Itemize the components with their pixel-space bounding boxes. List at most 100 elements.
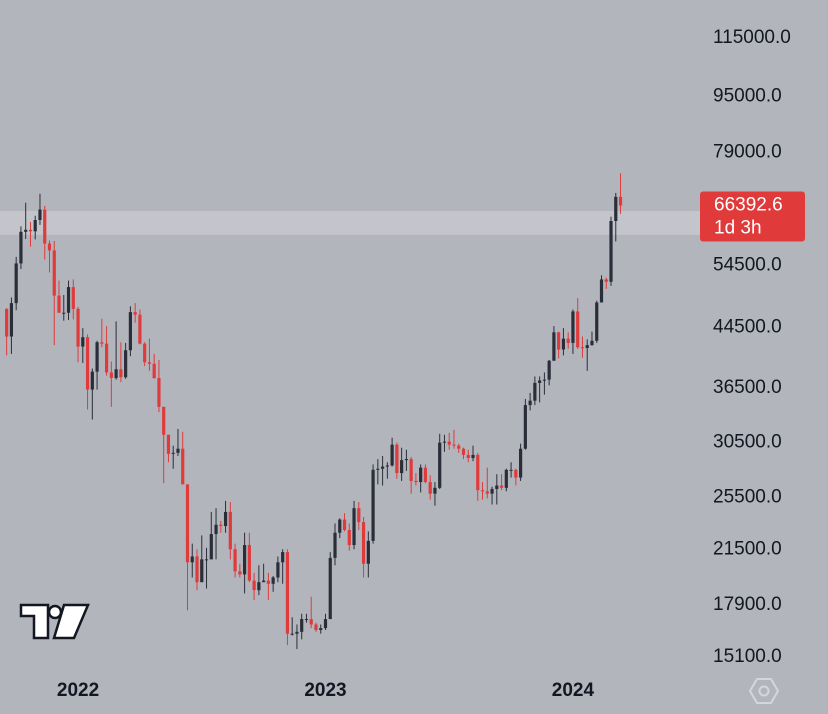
candle-body xyxy=(33,220,37,232)
x-tick-label: 2024 xyxy=(552,680,595,701)
candle-body xyxy=(185,484,190,563)
candle-body xyxy=(171,452,175,454)
settings-circle[interactable] xyxy=(758,685,770,697)
candle-body xyxy=(262,580,266,583)
candle-body xyxy=(528,400,532,406)
logo-v xyxy=(52,603,90,640)
candle-body xyxy=(281,552,285,563)
candle-body xyxy=(195,556,199,583)
candle-body xyxy=(371,469,375,541)
candle-body xyxy=(328,557,332,620)
candle-body xyxy=(604,279,608,282)
y-tick-label: 15100.0 xyxy=(713,646,782,667)
candle-body xyxy=(538,380,542,383)
candle-body xyxy=(390,444,394,466)
candle-body xyxy=(380,466,385,469)
candle-body xyxy=(95,342,99,372)
candle-body xyxy=(547,360,551,380)
candle-body xyxy=(109,372,113,379)
candle-body xyxy=(147,362,152,364)
candle-body xyxy=(300,619,304,632)
candle-body xyxy=(85,337,90,390)
candle-body xyxy=(490,488,494,494)
candle-body xyxy=(223,511,228,527)
candle-body xyxy=(119,369,123,378)
candle-body xyxy=(499,485,504,488)
settings-hexagon[interactable] xyxy=(748,678,780,704)
candle-body xyxy=(176,448,180,453)
candle-body xyxy=(504,469,508,488)
candle-body xyxy=(100,342,104,344)
candle-body xyxy=(466,454,470,459)
candle-body xyxy=(43,209,47,244)
candle-body xyxy=(447,441,451,445)
candle-body xyxy=(571,311,575,343)
candle-body xyxy=(595,302,599,341)
candle-body xyxy=(566,338,570,343)
candle-body xyxy=(314,624,318,630)
candle-body xyxy=(214,524,218,535)
candle-body xyxy=(81,337,85,347)
candle-body xyxy=(323,619,328,629)
last-price-box xyxy=(700,191,805,242)
candle-body xyxy=(414,480,418,483)
candle-body xyxy=(162,406,166,435)
candle-body xyxy=(114,369,118,379)
y-tick-label: 115000.0 xyxy=(713,27,791,48)
candle-body xyxy=(618,196,623,206)
candle-body xyxy=(133,312,137,315)
candle-body xyxy=(309,619,313,625)
x-tick-label: 2023 xyxy=(304,680,346,701)
candle-body xyxy=(9,303,14,337)
candle-body xyxy=(347,530,351,546)
last-price-label: 66392.6 xyxy=(714,194,783,215)
y-tick-label: 21500.0 xyxy=(713,538,782,559)
y-tick-label: 95000.0 xyxy=(713,85,782,106)
y-tick-label: 54500.0 xyxy=(713,255,782,276)
candle-body xyxy=(419,467,423,483)
candle-body xyxy=(266,580,270,584)
candle-body xyxy=(433,487,437,494)
settings-icon[interactable] xyxy=(748,678,780,704)
candle-body xyxy=(561,338,566,350)
candle-body xyxy=(438,442,442,488)
candle-body xyxy=(62,312,66,314)
candle-body xyxy=(271,577,275,584)
candle-body xyxy=(461,448,466,455)
candle-body xyxy=(599,279,604,303)
candle-body xyxy=(14,263,18,304)
highlight-band xyxy=(0,211,700,235)
candle-body xyxy=(423,467,428,483)
candle-body xyxy=(428,482,432,494)
candle-body xyxy=(471,454,475,459)
candle-body xyxy=(409,459,413,481)
candle-body xyxy=(580,347,585,349)
candle-body xyxy=(395,444,399,474)
candle-body xyxy=(24,229,28,232)
candle-body xyxy=(542,379,546,381)
y-tick-label: 44500.0 xyxy=(713,316,782,337)
candle-body xyxy=(400,460,404,474)
candle-body xyxy=(238,571,242,575)
y-tick-label: 17900.0 xyxy=(713,594,782,615)
candle-body xyxy=(290,633,294,635)
candle-body xyxy=(157,378,161,407)
candle-body xyxy=(247,545,251,581)
candle-body xyxy=(590,340,594,346)
candle-body xyxy=(143,343,147,363)
candle-body xyxy=(361,522,366,564)
candle-body xyxy=(71,287,75,309)
candle-body xyxy=(285,552,290,634)
y-tick-label: 79000.0 xyxy=(713,141,782,162)
candle-body xyxy=(533,382,537,401)
candle-body xyxy=(352,508,356,546)
candle-body xyxy=(342,519,347,531)
candle-body xyxy=(480,490,485,492)
y-tick-label: 25500.0 xyxy=(713,486,782,507)
candle-body xyxy=(509,469,513,471)
candle-body xyxy=(495,485,499,489)
candle-body xyxy=(514,469,518,478)
